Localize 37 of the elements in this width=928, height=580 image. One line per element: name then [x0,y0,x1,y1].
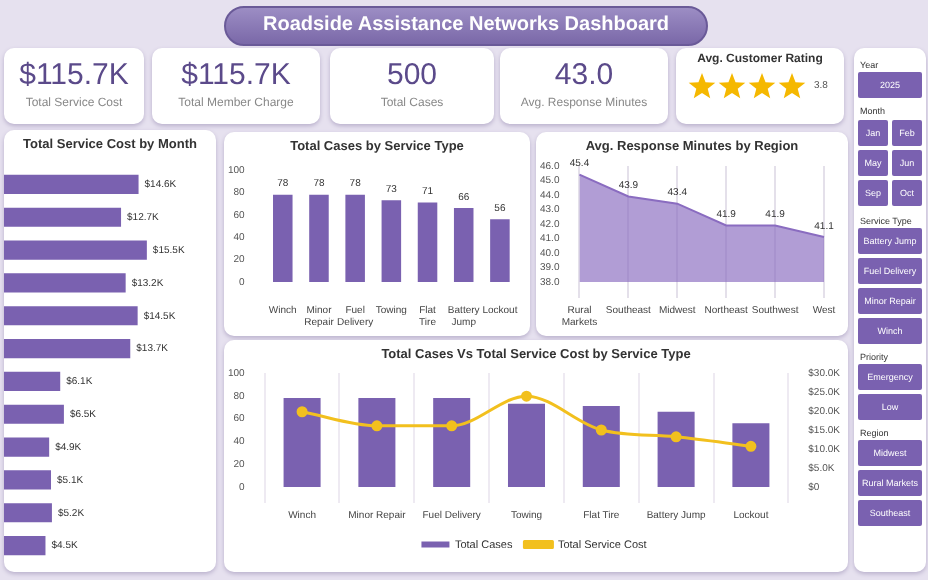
bar [507,403,546,487]
bar [4,470,52,490]
bar [309,194,329,282]
bar [381,200,402,282]
point [521,390,532,402]
bar [283,398,321,487]
point [670,431,682,443]
point [595,424,607,436]
bar [433,398,471,487]
bar [657,411,695,487]
bar [490,219,510,282]
point [371,420,383,432]
bar [4,437,50,457]
bar [4,338,131,359]
bar [4,174,139,195]
bar [4,207,122,227]
bar [4,535,46,556]
bar [4,371,61,392]
text: $115.7K [181,58,291,92]
text: Roadside Assistance Networks Dashboard [224,6,708,46]
bar [273,194,293,282]
bar [4,306,138,326]
bar [732,423,770,487]
bar [345,194,365,282]
bar [582,406,620,487]
point [296,406,308,418]
bar [4,404,64,424]
bar [4,503,52,523]
text: 500 [386,58,438,92]
bar [358,398,396,487]
bar [453,208,474,282]
point [745,440,757,452]
point [446,420,458,432]
bar [4,240,147,260]
bar [4,273,126,293]
text: $115.7K [19,58,129,92]
bar [417,202,438,282]
